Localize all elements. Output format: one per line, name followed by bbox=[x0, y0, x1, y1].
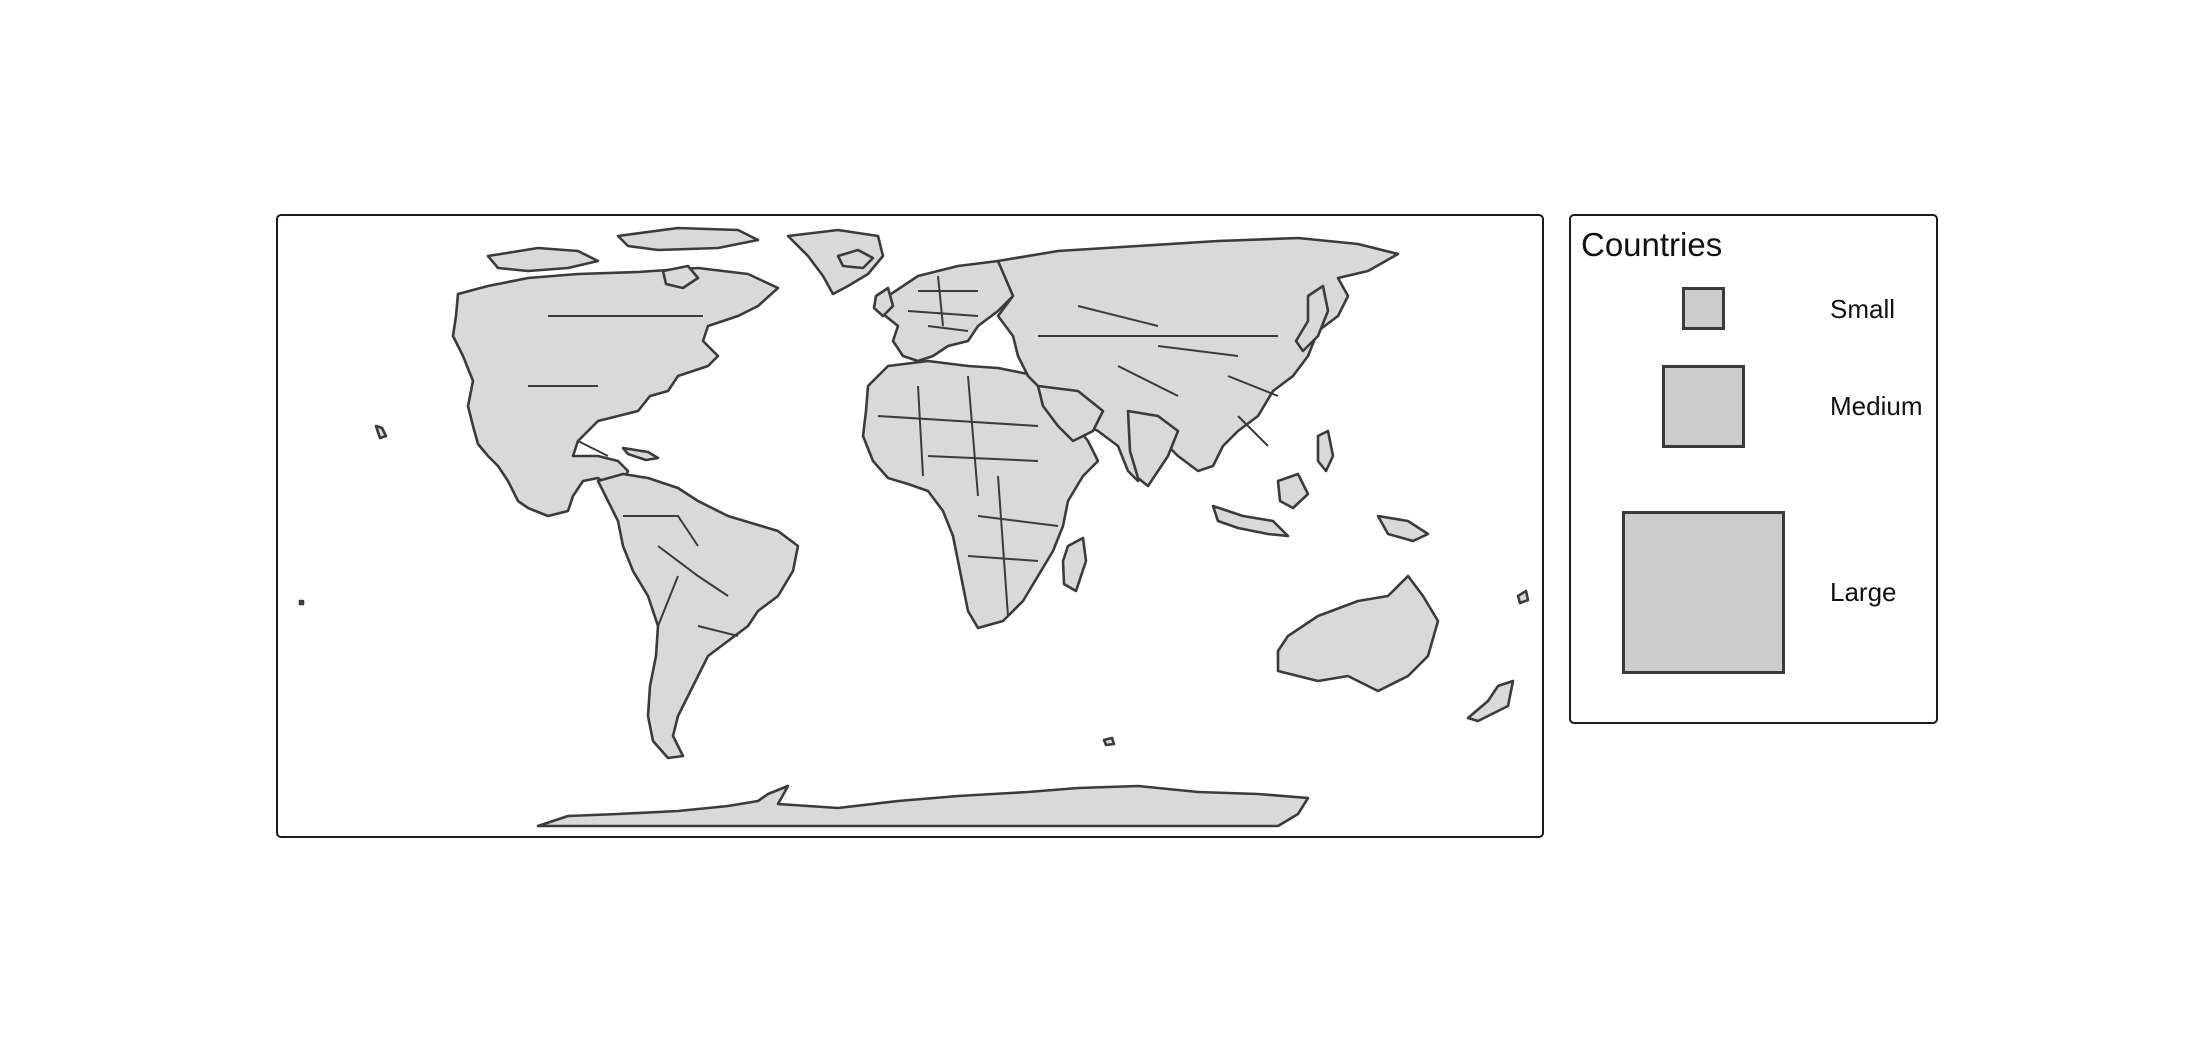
new-zealand bbox=[1466, 679, 1515, 723]
borneo bbox=[1276, 472, 1310, 510]
legend-title: Countries bbox=[1581, 226, 1723, 263]
pacific-islet bbox=[298, 599, 305, 606]
antarctica bbox=[536, 784, 1310, 828]
legend-label-medium: Medium bbox=[1830, 391, 1923, 421]
legend-label-small: Small bbox=[1830, 294, 1896, 324]
cuba bbox=[621, 446, 660, 462]
africa bbox=[861, 359, 1100, 630]
world-map-panel bbox=[276, 214, 1544, 838]
legend-key-medium bbox=[1662, 365, 1745, 448]
india bbox=[1126, 409, 1180, 488]
europe bbox=[881, 259, 1020, 363]
south-america bbox=[596, 472, 800, 760]
greenland bbox=[786, 228, 885, 296]
legend-label-large: Large bbox=[1830, 577, 1897, 607]
indonesia bbox=[1211, 504, 1290, 538]
madagascar bbox=[1061, 536, 1088, 593]
legend-panel: Countries Small Medium Large bbox=[1569, 214, 1938, 724]
arabia bbox=[1036, 384, 1105, 443]
uk bbox=[872, 286, 895, 318]
japan bbox=[1294, 284, 1330, 353]
australia bbox=[1276, 574, 1440, 693]
legend-key-small bbox=[1682, 287, 1725, 330]
hawaii bbox=[374, 424, 388, 440]
legend-key-large bbox=[1622, 511, 1785, 674]
greenland-north bbox=[616, 226, 760, 252]
north-america bbox=[451, 266, 780, 518]
iceland bbox=[836, 248, 875, 270]
arctic-islands bbox=[486, 246, 600, 273]
kerguelen bbox=[1102, 736, 1116, 747]
world-map bbox=[298, 226, 1530, 828]
new-guinea bbox=[1376, 514, 1430, 543]
philippines bbox=[1316, 429, 1335, 473]
fiji bbox=[1516, 589, 1530, 605]
hudson-bay-island bbox=[661, 264, 700, 290]
